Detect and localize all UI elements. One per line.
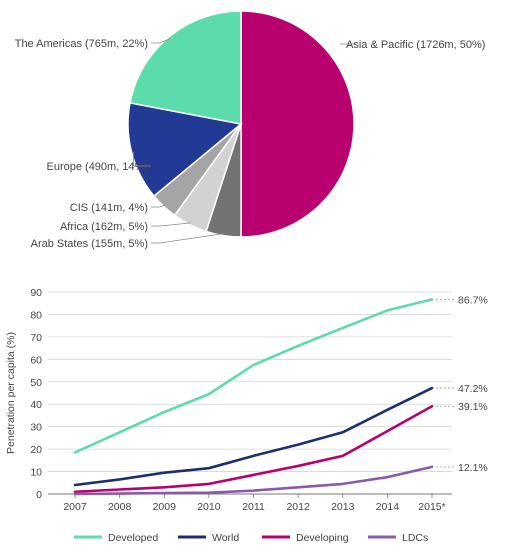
y-tick-label: 0 [36,489,42,501]
pie-leader-line [151,222,191,227]
pie-label: The Americas (765m, 22%) [15,38,148,50]
legend-item-developing: Developing [262,532,349,544]
x-tick-label: 2015* [418,501,445,513]
y-tick-label: 70 [30,332,42,344]
x-tick-label: 2009 [153,501,177,513]
legend-item-ldcs: LDCs [368,532,428,544]
x-tick-label: 2012 [286,501,310,513]
y-tick-label: 40 [30,399,42,411]
pie-label: CIS (141m, 4%) [70,202,148,214]
x-tick-label: 2008 [108,501,132,513]
line-chart: 0 10 20 30 40 50 60 70 80 90 2007 2008 2009 2010 2011 2… [5,287,488,544]
pie-chart: Asia & Pacific (1726m, 50%) Arab States (… [15,10,485,250]
pie-label: Africa (162m, 5%) [60,221,148,233]
x-tick-label: 2011 [242,501,265,513]
pie-label: Asia & Pacific (1726m, 50%) [346,39,485,51]
end-label-developed: 86.7% [458,294,488,306]
pie-slice-asia-pacific [240,10,355,238]
legend-label: World [212,532,239,544]
end-label-ldcs: 12.1% [458,462,488,474]
x-tick-label: 2013 [331,501,355,513]
pie-label: Europe (490m, 14%) [47,161,149,173]
pie-slice-europe [127,101,243,198]
series-line-developing [73,404,434,494]
series-line-ldcs [73,465,434,496]
y-axis-label: Penetration per capita (%) [5,332,17,454]
legend-item-world: World [178,532,239,544]
y-tick-label: 90 [30,287,42,299]
end-label-world: 47.2% [458,383,488,395]
series-line-developed [73,298,434,454]
pie-leader-line [151,233,224,244]
legend-label: Developing [296,532,349,544]
x-tick-label: 2014 [376,501,400,513]
x-tick-label: 2010 [197,501,221,513]
pie-label: Arab States (155m, 5%) [31,238,148,250]
legend-label: Developed [108,532,158,544]
pie-leader-line [151,204,166,208]
y-tick-label: 50 [30,377,42,389]
pie-leader-line [133,151,151,167]
legend-item-developed: Developed [74,532,158,544]
pie-slice-the-americas [129,10,242,125]
y-tick-label: 60 [30,354,42,366]
y-tick-label: 80 [30,309,42,321]
end-label-developing: 39.1% [458,401,488,413]
pie-leader-line [151,38,171,44]
y-tick-label: 30 [30,422,42,434]
legend-label: LDCs [402,532,428,544]
x-tick-label: 2007 [63,501,87,513]
y-tick-label: 10 [30,467,42,479]
series-line-world [73,386,434,487]
y-tick-label: 20 [30,444,42,456]
